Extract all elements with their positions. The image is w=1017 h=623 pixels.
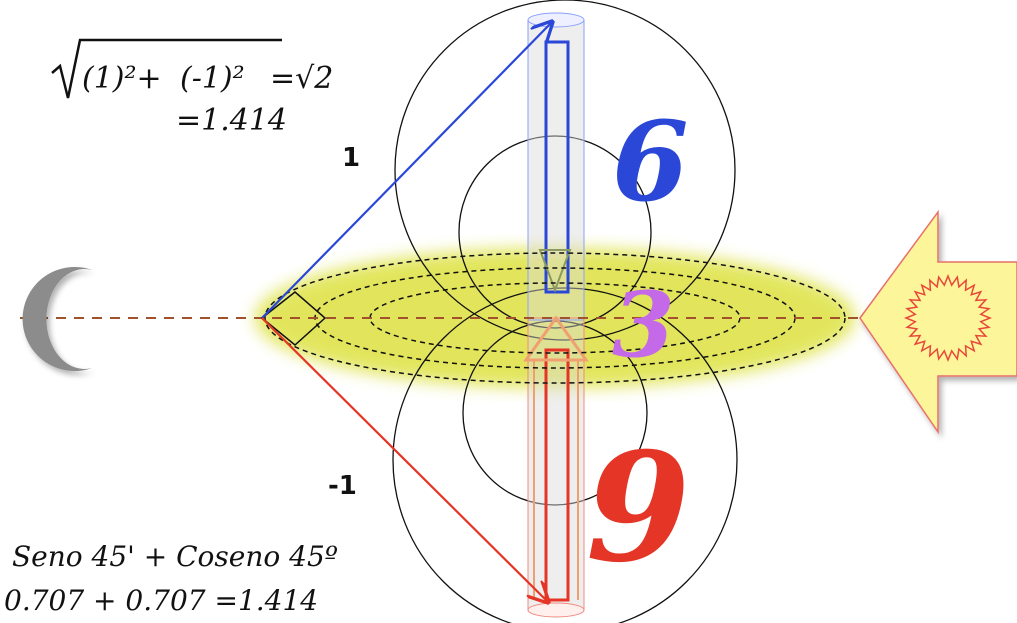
crescent-moon-icon — [22, 267, 93, 371]
trig-line-1: Seno 45' + Coseno 45º — [12, 540, 338, 573]
red-bar — [544, 348, 570, 602]
upper-large-circle — [394, 0, 736, 341]
upper-small-circle — [458, 135, 652, 329]
lower-large-circle — [392, 287, 738, 623]
trig-line-2: 0.707 + 0.707 =1.414 — [4, 584, 318, 617]
blue-vector — [261, 22, 552, 319]
label-lower-one: -1 — [328, 471, 357, 501]
radicand-b: (-1)² — [180, 61, 245, 96]
equals-value: =1.414 — [176, 103, 287, 138]
pythagoras-formula: (1)²+ (-1)² =√2 =1.414 — [51, 38, 333, 138]
radicand-a: (1)²+ — [82, 61, 162, 96]
down-arrow — [538, 249, 572, 293]
sun-rays — [903, 273, 993, 363]
label-upper-one: 1 — [342, 143, 360, 173]
vertex-square — [260, 291, 327, 346]
number-six: 6 — [612, 97, 689, 226]
red-vector — [261, 317, 548, 602]
up-arrow — [523, 315, 589, 362]
blue-bar — [544, 40, 570, 294]
sun-icon — [903, 273, 993, 363]
number-three: 3 — [612, 272, 675, 378]
vertical-cylinder — [528, 20, 584, 610]
equals-root: =√2 — [270, 61, 333, 96]
number-nine: 9 — [586, 420, 690, 596]
